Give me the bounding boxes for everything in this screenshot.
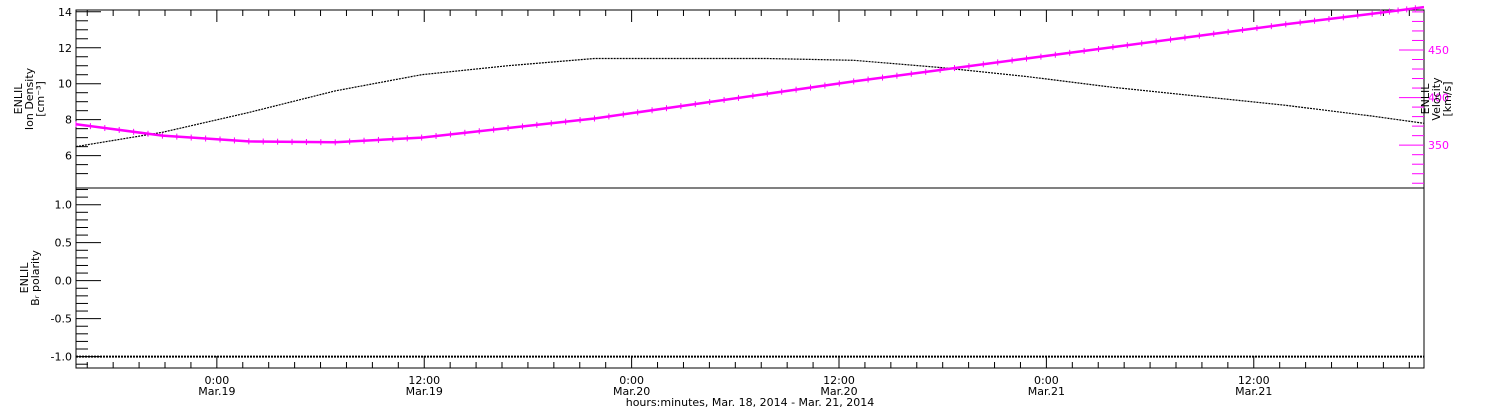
x-tick-date: Mar.20 [613, 385, 650, 398]
axis-title-line: ENLIL [12, 83, 25, 115]
top-right-axis-title: ENLILVelocity[km/s] [1419, 77, 1454, 121]
x-axis-label: hours:minutes, Mar. 18, 2014 - Mar. 21, … [626, 396, 875, 409]
y-tick-label: 8 [65, 114, 72, 127]
y-tick-label: 6 [65, 150, 72, 163]
x-tick-label: 12:00 [408, 374, 440, 387]
y-right-tick-label: 450 [1428, 44, 1449, 57]
x-tick-date: Mar.19 [406, 385, 443, 398]
bottom-left-axis: 1.0 0.5 0.0 -0.5 -1.0 [51, 189, 101, 365]
x-tick-label: 12:00 [1238, 374, 1270, 387]
y-tick-label: 1.0 [55, 199, 73, 212]
y-tick-label: -1.0 [51, 351, 72, 364]
top-right-axis: 350 400 450 [1399, 11, 1449, 184]
x-tick-date: Mar.21 [1028, 385, 1065, 398]
top-left-axis: 6 8 10 12 14 [58, 6, 101, 175]
axis-title-line: Bᵣ polarity [29, 250, 42, 306]
y-tick-label: -0.5 [51, 313, 72, 326]
axis-title-line: [cm⁻³] [34, 81, 47, 117]
top-left-axis-title: ENLILIon Density[cm⁻³] [12, 67, 47, 130]
x-tick-label: 0:00 [619, 374, 644, 387]
velocity-series [75, 5, 1425, 144]
y-tick-label: 12 [58, 42, 72, 55]
y-tick-label: 0.5 [55, 237, 73, 250]
y-tick-label: 0.0 [55, 275, 73, 288]
y-right-tick-label: 350 [1428, 139, 1449, 152]
bottom-panel-frame [75, 187, 1425, 369]
axis-title-line: ENLIL [1419, 83, 1432, 115]
axis-title-line: Ion Density [23, 67, 36, 130]
bottom-left-axis-title: ENLILBᵣ polarity [18, 250, 42, 306]
x-tick-date: Mar.20 [820, 385, 857, 398]
y-right-tick-label: 400 [1428, 92, 1449, 105]
x-tick-label: 12:00 [823, 374, 855, 387]
axis-title-line: Velocity [1430, 77, 1443, 121]
y-tick-label: 14 [58, 6, 72, 19]
axis-title-line: [km/s] [1441, 81, 1454, 116]
x-tick-date: Mar.21 [1235, 385, 1272, 398]
axis-title-line: ENLIL [18, 262, 31, 294]
x-tick-label: 0:00 [204, 374, 229, 387]
series-layer [75, 5, 1425, 358]
density-series [75, 57, 1425, 148]
y-tick-label: 10 [58, 78, 72, 91]
x-tick-date: Mar.19 [198, 385, 235, 398]
x-tick-label: 0:00 [1034, 374, 1059, 387]
x-axis: 0:00Mar.1912:00Mar.190:00Mar.2012:00Mar.… [86, 10, 1410, 398]
